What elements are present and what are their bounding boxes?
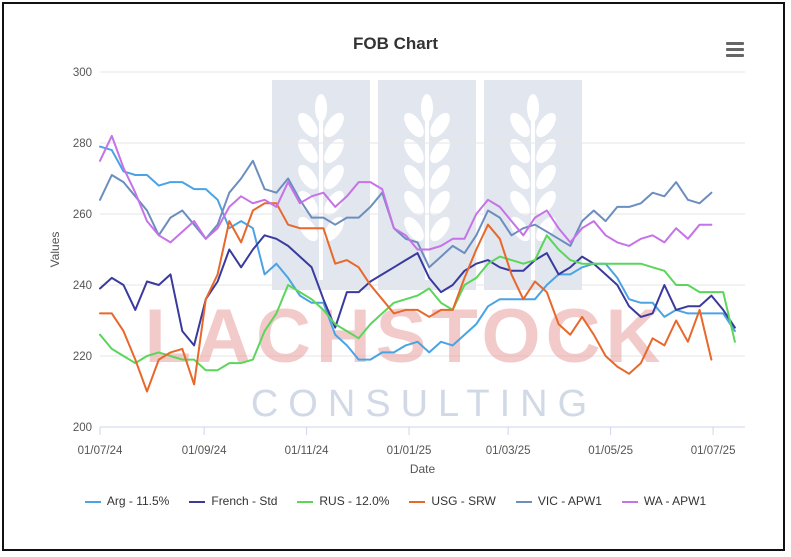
wheat-grain xyxy=(324,164,344,190)
series-line[interactable] xyxy=(99,202,713,393)
x-tick-label: 01/11/24 xyxy=(285,445,330,457)
wheat-grain xyxy=(536,164,556,190)
series-line[interactable] xyxy=(99,134,713,251)
legend-item[interactable]: Arg - 11.5% xyxy=(84,494,170,508)
wheat-grain xyxy=(404,164,424,190)
wheat-grain xyxy=(324,190,344,216)
y-axis-title: Values xyxy=(48,232,62,268)
legend-swatch xyxy=(84,500,101,503)
wheat-grain xyxy=(536,138,556,164)
legend-label: Arg - 11.5% xyxy=(106,494,170,508)
series-lines xyxy=(99,134,736,393)
wheat-grain xyxy=(324,138,344,164)
wheat-grain xyxy=(536,112,556,138)
y-tick-label: 260 xyxy=(73,209,92,221)
legend-swatch xyxy=(621,500,638,503)
legend-label: French - Std xyxy=(211,494,278,508)
wheat-grain xyxy=(404,138,424,164)
wheat-grain xyxy=(430,190,450,216)
legend-swatch xyxy=(409,500,426,503)
watermark-brand-line1: LACHSTOCK xyxy=(145,294,666,379)
legend-item[interactable]: VIC - APW1 xyxy=(515,494,602,508)
wheat-tip xyxy=(421,94,433,122)
wheat-grain xyxy=(430,112,450,138)
wheat-grain xyxy=(298,164,318,190)
legend-item[interactable]: French - Std xyxy=(189,494,277,508)
chart-title: FOB Chart xyxy=(353,34,438,53)
legend-item[interactable]: USG - SRW xyxy=(409,494,496,508)
wheat-grain xyxy=(510,164,530,190)
legend-swatch xyxy=(189,500,206,503)
watermark: LACHSTOCK CONSULTING xyxy=(145,294,666,425)
wheat-grain xyxy=(430,138,450,164)
wheat-grain xyxy=(510,190,530,216)
x-tick-label: 01/09/24 xyxy=(182,445,227,457)
x-tick-label: 01/05/25 xyxy=(588,445,633,457)
watermark-brand-line2: CONSULTING xyxy=(251,383,597,425)
axes: 200 220 240 260 280 300 01/07/24 01/09/24 01/11/… xyxy=(48,67,745,476)
legend-swatch xyxy=(297,500,314,503)
wheat-grain xyxy=(298,190,318,216)
legend-item[interactable]: WA - APW1 xyxy=(621,494,707,508)
wheat-grain xyxy=(536,216,556,242)
wheat-grain xyxy=(510,216,530,242)
wheat-grain xyxy=(404,112,424,138)
wheat-logo-icon xyxy=(272,80,582,290)
y-tick-label: 240 xyxy=(73,280,92,292)
wheat-grain xyxy=(298,138,318,164)
wheat-tip xyxy=(315,94,327,122)
series-line[interactable] xyxy=(99,234,736,372)
legend-label: RUS - 12.0% xyxy=(319,494,390,508)
wheat-grain xyxy=(536,190,556,216)
wheat-grain xyxy=(404,216,424,242)
y-tick-label: 280 xyxy=(73,138,92,150)
legend-label: USG - SRW xyxy=(431,494,496,508)
legend: Arg - 11.5% French - Std RUS - 12.0% USG - … xyxy=(0,494,791,508)
y-tick-label: 200 xyxy=(73,422,92,434)
wheat-grain xyxy=(510,112,530,138)
series-line[interactable] xyxy=(99,145,736,361)
wheat-grain xyxy=(430,164,450,190)
legend-label: WA - APW1 xyxy=(643,494,707,508)
wheat-grain xyxy=(430,216,450,242)
x-tick-label: 01/07/25 xyxy=(691,445,736,457)
x-tick-label: 01/03/25 xyxy=(486,445,531,457)
wheat-grain xyxy=(404,190,424,216)
wheat-tip xyxy=(527,94,539,122)
x-tick-label: 01/07/24 xyxy=(78,445,123,457)
legend-item[interactable]: RUS - 12.0% xyxy=(297,494,389,508)
legend-swatch xyxy=(515,500,532,503)
legend-label: VIC - APW1 xyxy=(537,494,602,508)
y-tick-label: 220 xyxy=(73,351,92,363)
wheat-grain xyxy=(324,112,344,138)
wheat-grain xyxy=(298,112,318,138)
wheat-grain xyxy=(510,138,530,164)
x-axis-title: Date xyxy=(410,462,436,476)
hamburger-menu-icon[interactable] xyxy=(726,42,744,58)
y-tick-label: 300 xyxy=(73,67,92,79)
x-tick-label: 01/01/25 xyxy=(387,445,432,457)
